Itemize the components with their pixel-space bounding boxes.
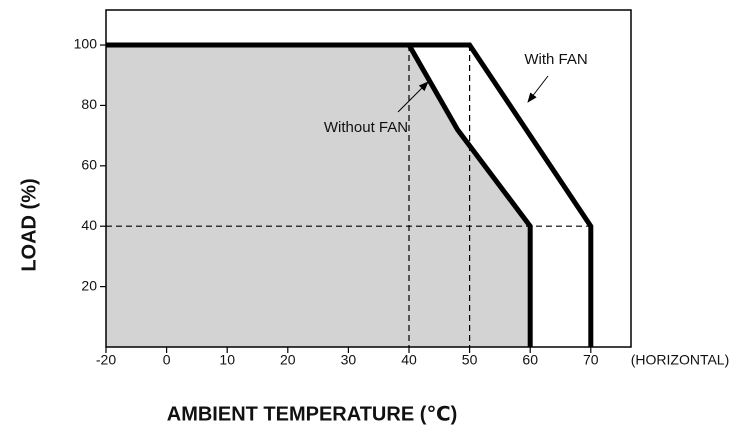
annotation: Without FAN — [324, 119, 408, 136]
annotation-arrow — [527, 75, 549, 103]
annotation: With FAN — [524, 51, 587, 68]
x-tick-label: -20 — [96, 352, 116, 368]
x-tick-label: 60 — [522, 352, 538, 368]
y-tick-label: 60 — [81, 157, 97, 173]
y-tick-label: 100 — [74, 36, 98, 52]
x-axis-title: AMBIENT TEMPERATURE (℃) — [167, 403, 458, 425]
annotation-arrow — [397, 81, 429, 113]
y-tick-label: 80 — [81, 96, 97, 112]
y-tick-label: 40 — [81, 217, 97, 233]
y-axis-title: LOAD (%) — [18, 178, 40, 271]
x-tick-label: 50 — [462, 352, 478, 368]
plot-frame — [105, 9, 632, 348]
x-tick-label: 10 — [219, 352, 235, 368]
x-tick-label: 70 — [583, 352, 599, 368]
x-tick-label: 30 — [341, 352, 357, 368]
y-tick-label: 20 — [81, 277, 97, 293]
x-tick-label: 40 — [401, 352, 417, 368]
x-tick-label: 20 — [280, 352, 296, 368]
area — [106, 45, 531, 347]
series-line — [106, 42, 594, 347]
x-axis-note: (HORIZONTAL) — [631, 352, 730, 368]
x-tick-label: 0 — [163, 352, 171, 368]
